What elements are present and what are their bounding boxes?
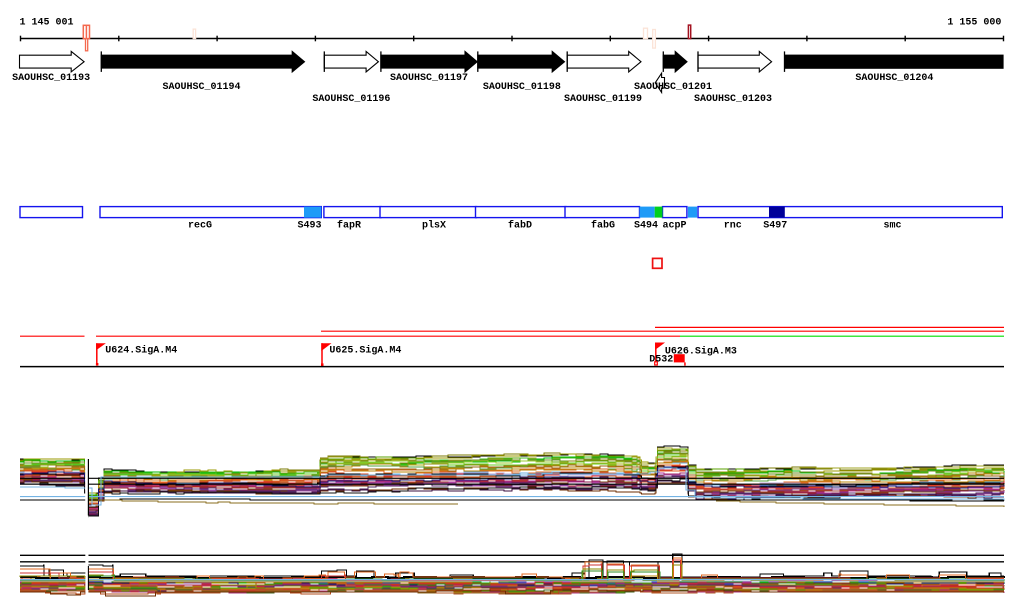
svg-text:1 145 001: 1 145 001 [20, 17, 74, 28]
svg-text:S493: S493 [298, 221, 322, 232]
svg-text:U624.SigA.M4: U624.SigA.M4 [105, 345, 177, 357]
svg-text:SAOUHSC_01194: SAOUHSC_01194 [163, 82, 241, 93]
svg-text:plsX: plsX [422, 220, 446, 232]
svg-text:S494: S494 [634, 221, 658, 232]
svg-text:D532: D532 [649, 355, 673, 366]
svg-text:SAOUHSC_01196: SAOUHSC_01196 [312, 94, 390, 105]
svg-text:SAOUHSC_01201: SAOUHSC_01201 [634, 82, 712, 93]
svg-text:U625.SigA.M4: U625.SigA.M4 [329, 345, 401, 357]
svg-text:fapR: fapR [337, 220, 361, 232]
svg-text:smc: smc [884, 221, 902, 232]
svg-text:fabD: fabD [508, 220, 532, 232]
svg-text:SAOUHSC_01193: SAOUHSC_01193 [12, 73, 90, 84]
svg-text:SAOUHSC_01204: SAOUHSC_01204 [855, 73, 933, 84]
svg-text:SAOUHSC_01203: SAOUHSC_01203 [694, 94, 772, 105]
svg-text:SAOUHSC_01198: SAOUHSC_01198 [483, 82, 561, 93]
svg-text:SAOUHSC_01199: SAOUHSC_01199 [564, 94, 642, 105]
svg-text:acpP: acpP [663, 221, 687, 232]
svg-text:S497: S497 [763, 221, 787, 232]
svg-text:fabG: fabG [591, 220, 615, 232]
svg-text:recG: recG [188, 221, 212, 232]
svg-text:1 155 000: 1 155 000 [947, 17, 1001, 28]
svg-text:rnc: rnc [724, 221, 742, 232]
svg-text:SAOUHSC_01197: SAOUHSC_01197 [390, 73, 468, 84]
